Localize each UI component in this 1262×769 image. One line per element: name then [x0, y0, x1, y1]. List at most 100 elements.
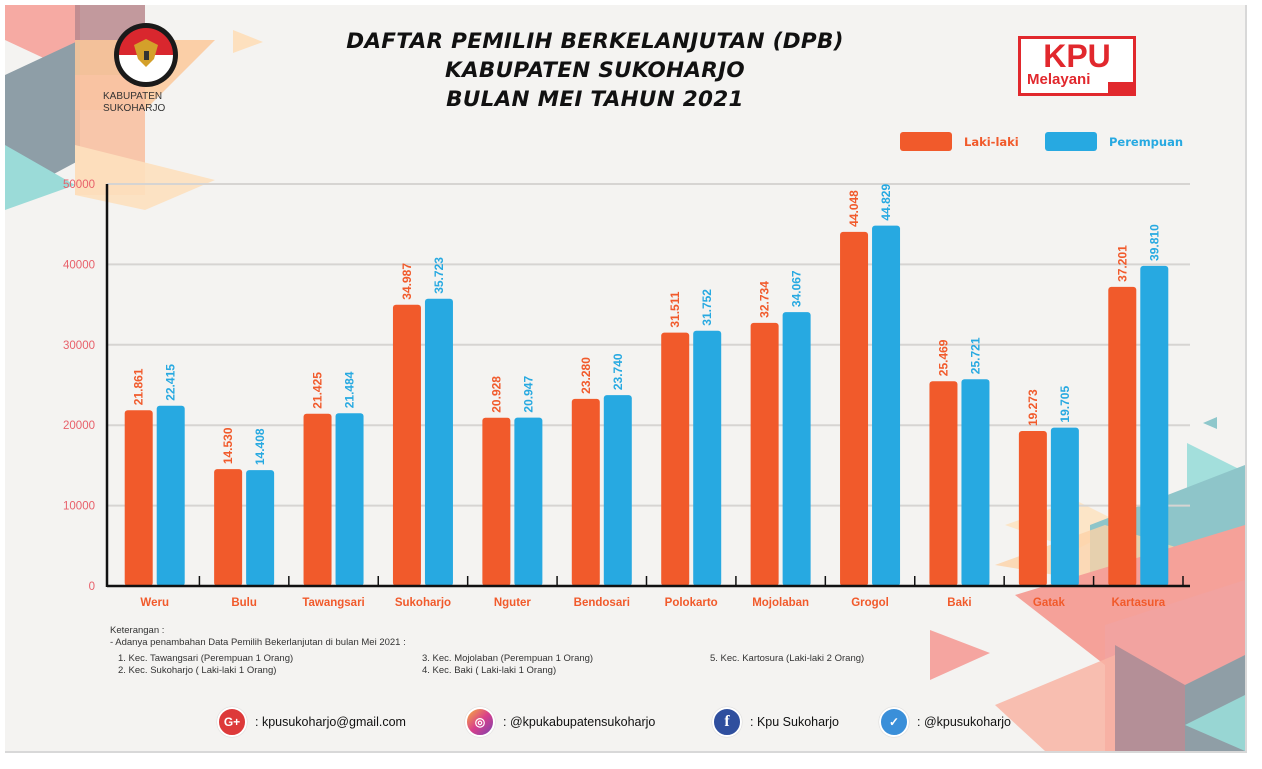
social-instagram[interactable]: ◎ : @kpukabupatensukoharjo: [465, 707, 655, 737]
notes-item: 5. Kec. Kartosura (Laki-laki 2 Orang): [710, 653, 865, 664]
org-name-line: SUKOHARJO: [103, 103, 166, 114]
kpu-logo-corner: [1108, 82, 1136, 96]
google-plus-icon: G+: [217, 707, 247, 737]
bar-value-label: 31.752: [700, 289, 714, 326]
bar-female: [603, 395, 632, 586]
kpu-logo-subtext: Melayani: [1027, 71, 1091, 88]
instagram-icon: ◎: [465, 707, 495, 737]
bar-male: [750, 322, 779, 586]
legend-label-male: Laki-laki: [964, 134, 1019, 149]
legend-swatch-female: [1045, 132, 1097, 151]
bar-male: [482, 417, 511, 586]
bar-male: [840, 231, 869, 587]
notes-item: 2. Kec. Sukoharjo ( Laki-laki 1 Orang): [118, 665, 277, 676]
bar-value-label: 32.734: [758, 281, 772, 318]
legend-label-female: Perempuan: [1109, 134, 1184, 149]
legend-swatch-male: [900, 132, 952, 151]
legend-item-male: Laki-laki: [900, 132, 1019, 151]
bar-male: [303, 413, 332, 586]
social-email[interactable]: G+ : kpusukoharjo@gmail.com: [217, 707, 406, 737]
bar-value-label: 21.484: [343, 371, 357, 408]
bar-value-label: 34.987: [400, 263, 414, 300]
bar-male: [661, 332, 690, 586]
legend-item-female: Perempuan: [1045, 132, 1183, 151]
bar-chart: 0 10000 20000 30000 40000 50000 21.861 22.415 1…: [63, 179, 1190, 609]
bar-female: [156, 405, 185, 586]
bar-value-label: 37.201: [1115, 245, 1129, 282]
bar-female: [246, 470, 275, 586]
bar-male: [571, 398, 600, 586]
x-tick-label: Weru: [140, 597, 169, 609]
twitter-icon: ✓: [879, 707, 909, 737]
bar-value-label: 14.530: [221, 427, 235, 464]
social-email-text: : kpusukoharjo@gmail.com: [255, 715, 406, 729]
y-tick-label: 0: [89, 581, 95, 593]
social-facebook[interactable]: f : Kpu Sukoharjo: [712, 707, 839, 737]
notes-intro: - Adanya penambahan Data Pemilih Bekerla…: [110, 637, 406, 648]
bar-female: [872, 225, 901, 587]
bar-female: [693, 330, 722, 586]
page-title: DAFTAR PEMILIH BERKELANJUTAN (DPB) KABUP…: [275, 27, 915, 114]
x-tick-label: Gatak: [1033, 597, 1066, 609]
axes: [105, 184, 1190, 588]
y-tick-label: 10000: [63, 501, 95, 513]
notes-item: 4. Kec. Baki ( Laki-laki 1 Orang): [422, 665, 557, 676]
x-tick-label: Bendosari: [574, 597, 630, 609]
infographic-card: KABUPATEN SUKOHARJO DAFTAR PEMILIH BERKE…: [5, 5, 1247, 753]
bar-value-label: 44.048: [847, 190, 861, 227]
y-tick-label: 40000: [63, 259, 95, 271]
title-line-1: DAFTAR PEMILIH BERKELANJUTAN (DPB): [346, 29, 844, 54]
notes-heading: Keterangan :: [110, 625, 165, 636]
decorative-background: [5, 5, 1245, 751]
notes-item: 3. Kec. Mojolaban (Perempuan 1 Orang): [422, 653, 594, 664]
y-axis-ticks: 0 10000 20000 30000 40000 50000: [63, 179, 95, 593]
social-twitter[interactable]: ✓ : @kpusukoharjo: [879, 707, 1011, 737]
bar-value-label: 35.723: [432, 257, 446, 294]
title-line-3: BULAN MEI TAHUN 2021: [446, 87, 744, 112]
x-tick-label: Nguter: [494, 597, 532, 609]
bars: 21.861 22.415 14.530 14.408 21.425 21.484 34.9…: [124, 184, 1169, 587]
bar-male: [929, 381, 958, 586]
bar-male: [124, 410, 153, 586]
bar-male: [214, 469, 243, 586]
x-tick-label: Tawangsari: [302, 597, 364, 609]
bar-value-label: 23.280: [579, 357, 593, 394]
x-axis-labels: Weru Bulu Tawangsari Sukoharjo Nguter Bendosa…: [140, 597, 1165, 609]
bar-value-label: 14.408: [253, 428, 267, 465]
y-tick-label: 30000: [63, 340, 95, 352]
kpu-logo-text: KPU: [1043, 38, 1111, 74]
social-twitter-text: : @kpusukoharjo: [917, 715, 1011, 729]
gridlines: [107, 183, 1190, 507]
bar-female: [1140, 265, 1169, 586]
org-name-line: KABUPATEN: [103, 91, 163, 102]
bar-female: [335, 413, 364, 586]
top-left-shapes: [5, 5, 263, 210]
social-instagram-text: : @kpukabupatensukoharjo: [503, 715, 656, 729]
bar-value-label: 39.810: [1147, 224, 1161, 261]
bar-value-label: 21.861: [132, 368, 146, 405]
bar-value-label: 34.067: [790, 270, 804, 307]
bar-value-label: 23.740: [611, 353, 625, 390]
bar-female: [961, 379, 990, 586]
bar-value-label: 20.947: [521, 376, 535, 413]
social-facebook-text: : Kpu Sukoharjo: [750, 715, 839, 729]
y-tick-label: 50000: [63, 179, 95, 191]
bar-value-label: 19.705: [1058, 386, 1072, 423]
bar-male: [1108, 286, 1137, 586]
bar-female: [1050, 427, 1079, 586]
bar-value-label: 21.425: [311, 372, 325, 409]
right-side-shapes: [930, 417, 1245, 751]
x-tick-label: Bulu: [231, 597, 257, 609]
bar-value-label: 31.511: [668, 291, 682, 327]
bar-value-label: 25.721: [968, 337, 982, 374]
y-tick-label: 20000: [63, 420, 95, 432]
notes-item: 1. Kec. Tawangsari (Perempuan 1 Orang): [118, 653, 294, 664]
x-tick-label: Kartasura: [1111, 597, 1165, 609]
bar-female: [514, 417, 543, 586]
x-tick-label: Polokarto: [665, 597, 718, 609]
bar-value-label: 25.469: [936, 339, 950, 376]
kpu-melayani-logo: KPU Melayani: [1018, 36, 1136, 96]
bar-female: [424, 298, 453, 586]
bar-male: [1018, 431, 1047, 586]
x-tick-label: Baki: [947, 597, 971, 609]
